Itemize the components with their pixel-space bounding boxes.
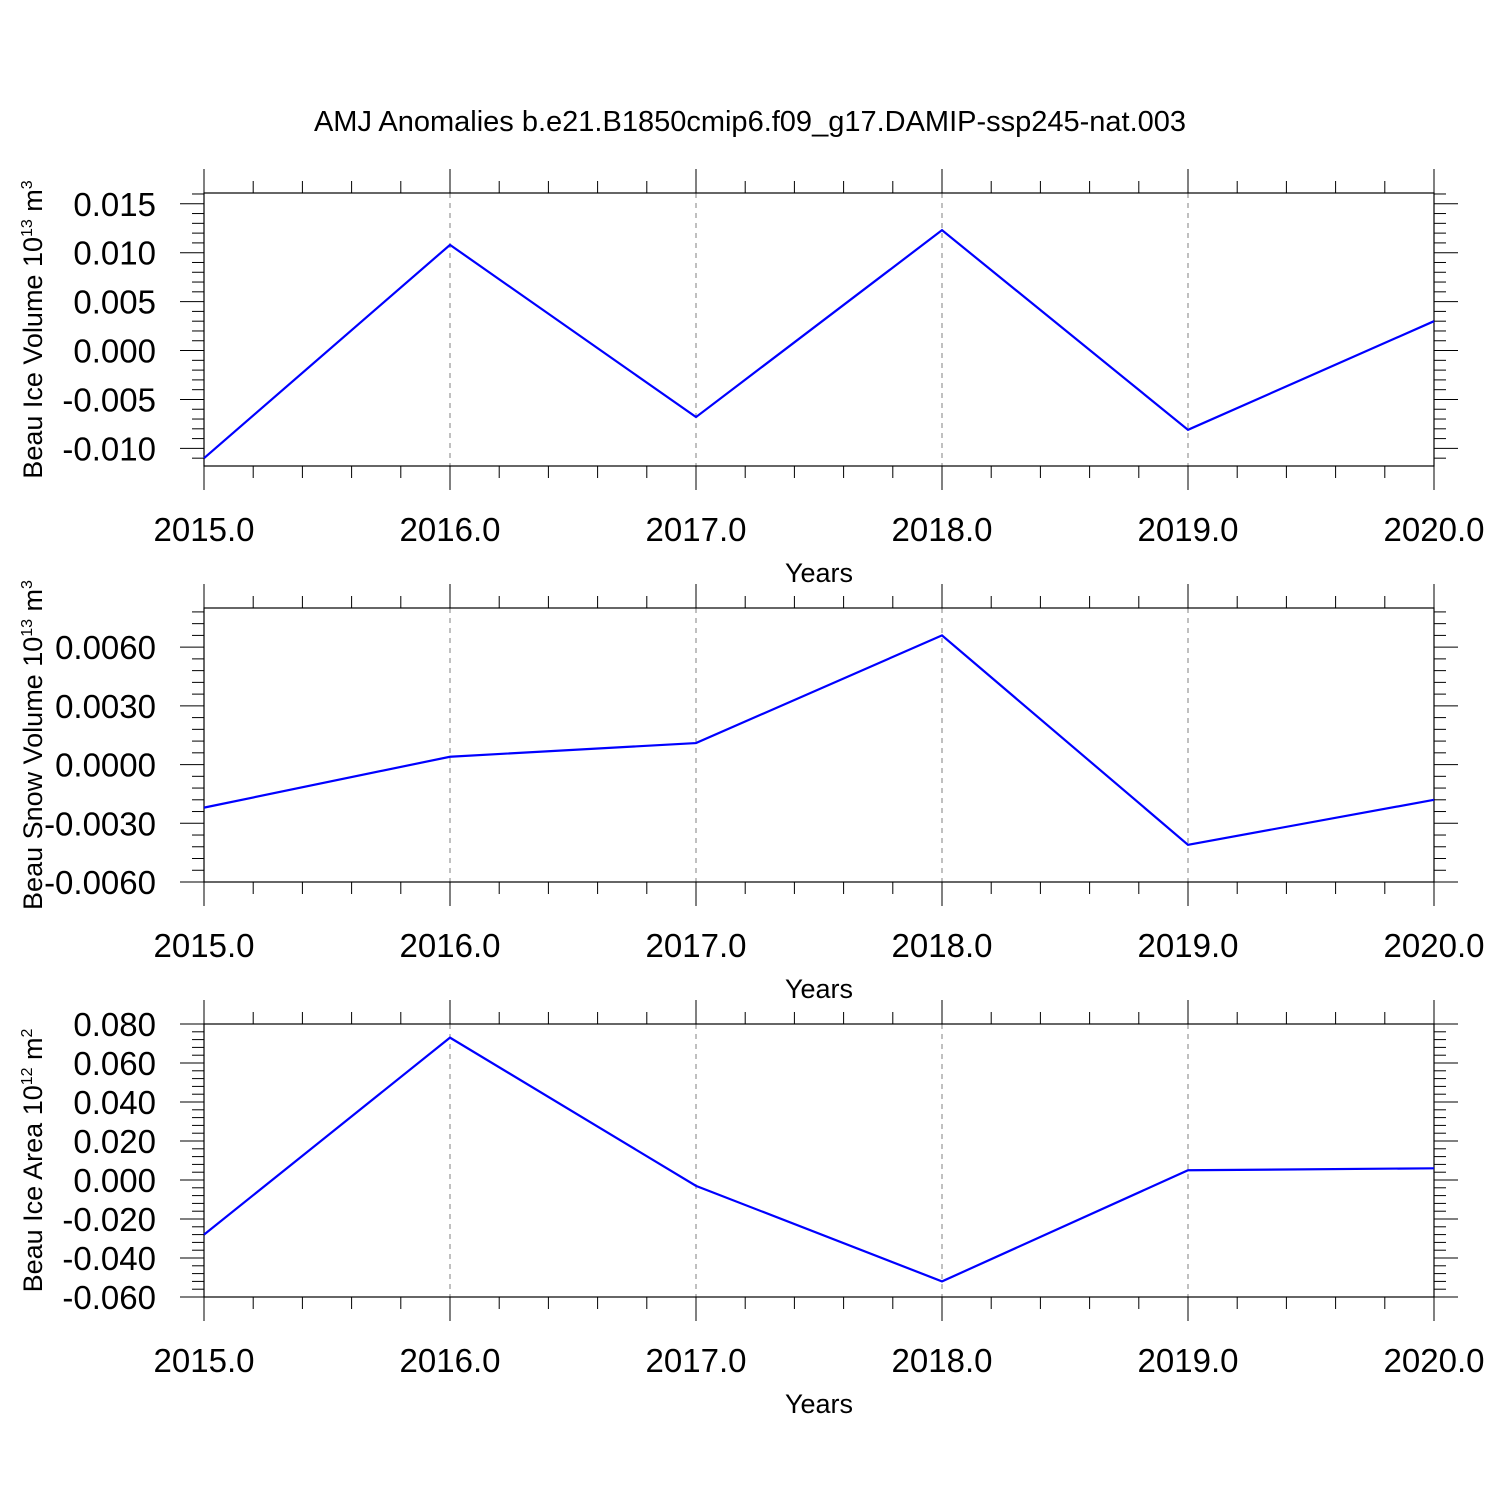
series-line: [203, 634, 1435, 846]
y-axis-label-superscript: 3: [19, 180, 36, 189]
x-tick-label: 2020.0: [1384, 1342, 1485, 1379]
series-line: [203, 228, 1435, 460]
y-tick-label: 0.010: [73, 235, 156, 272]
x-tick-label: 2018.0: [892, 1342, 993, 1379]
y-tick-label: 0.060: [73, 1045, 156, 1082]
data-point: [448, 755, 452, 759]
x-axis-label: Years: [785, 974, 853, 1004]
y-tick-label: 0.015: [73, 186, 156, 223]
y-tick-label: 0.020: [73, 1123, 156, 1160]
y-tick-label: -0.010: [62, 430, 156, 467]
y-axis-label: Beau Ice Area 1012 m2: [18, 1028, 48, 1292]
data-point: [940, 228, 944, 232]
y-tick-label: 0.000: [73, 333, 156, 370]
y-axis-label-superscript: 2: [19, 1028, 36, 1037]
data-point: [694, 415, 698, 419]
plot-frame: [203, 607, 1435, 883]
panel-1: -0.010 -0.005 0.000 0.005 0.010 0.015 2015.0 20…: [18, 169, 1484, 588]
x-axis-label: Years: [785, 558, 853, 588]
y-tick-label: -0.0030: [44, 805, 156, 842]
x-tick-label: 2019.0: [1138, 1342, 1239, 1379]
x-tick-label: 2020.0: [1384, 511, 1485, 548]
data-point: [1186, 428, 1190, 432]
x-tick-label: 2015.0: [154, 1342, 255, 1379]
y-tick-label: 0.000: [73, 1162, 156, 1199]
y-tick-label: 0.005: [73, 284, 156, 321]
y-axis-label: Beau Ice Volume 1013 m3: [18, 180, 48, 478]
y-tick-label: 0.040: [73, 1084, 156, 1121]
panel-3: -0.060-0.040-0.0200.0000.0200.0400.0600.…: [18, 1000, 1484, 1419]
x-tick-label: 2020.0: [1384, 927, 1485, 964]
y-tick-label: 0.0060: [55, 629, 156, 666]
x-tick-label: 2019.0: [1138, 511, 1239, 548]
x-tick-label: 2017.0: [646, 1342, 747, 1379]
data-point: [694, 1184, 698, 1188]
data-point: [940, 633, 944, 637]
data-point: [694, 741, 698, 745]
figure-title: AMJ Anomalies b.e21.B1850cmip6.f09_g17.D…: [314, 106, 1186, 138]
x-tick-label: 2015.0: [154, 511, 255, 548]
data-point: [1432, 319, 1436, 323]
data-point: [1186, 1168, 1190, 1172]
data-point: [448, 1036, 452, 1040]
data-point: [1432, 798, 1436, 802]
y-axis-label-part: m: [18, 189, 48, 219]
plot-frame: [203, 1023, 1435, 1298]
panel-2: -0.0060 -0.0030 0.0000 0.0030 0.0060 2015.0 20…: [18, 580, 1484, 1004]
data-point: [202, 456, 206, 460]
x-tick-label: 2017.0: [646, 511, 747, 548]
series-line: [203, 1036, 1435, 1283]
x-tick-label: 2015.0: [154, 927, 255, 964]
x-tick-label: 2018.0: [892, 927, 993, 964]
y-tick-label: -0.040: [62, 1240, 156, 1277]
y-tick-label: 0.080: [73, 1006, 156, 1043]
data-point: [1432, 1166, 1436, 1170]
y-axis-label-part: Beau Ice Volume 10: [18, 237, 48, 479]
x-tick-label: 2016.0: [400, 511, 501, 548]
x-tick-label: 2016.0: [400, 927, 501, 964]
x-tick-label: 2016.0: [400, 1342, 501, 1379]
y-axis-label-superscript: 13: [19, 619, 36, 637]
y-axis-label-part: m: [18, 589, 48, 619]
plot-frame: [203, 192, 1435, 467]
x-tick-label: 2017.0: [646, 927, 747, 964]
data-point: [448, 243, 452, 247]
data-point: [940, 1279, 944, 1283]
y-axis-label-superscript: 12: [19, 1067, 36, 1085]
y-tick-label: -0.060: [62, 1279, 156, 1316]
y-axis-label-part: m: [18, 1037, 48, 1067]
data-point: [202, 1233, 206, 1237]
y-axis-label: Beau Snow Volume 1013 m3: [18, 580, 48, 910]
y-axis-label-superscript: 13: [19, 219, 36, 237]
y-axis-label-superscript: 3: [19, 580, 36, 589]
y-tick-label: -0.0060: [44, 864, 156, 901]
y-tick-label: 0.0030: [55, 688, 156, 725]
y-tick-label: -0.020: [62, 1201, 156, 1238]
y-tick-label: -0.005: [62, 381, 156, 418]
x-tick-label: 2018.0: [892, 511, 993, 548]
x-tick-label: 2019.0: [1138, 927, 1239, 964]
data-point: [1186, 843, 1190, 847]
y-axis-label-part: Beau Snow Volume 10: [18, 637, 48, 910]
x-axis-label: Years: [785, 1389, 853, 1419]
y-axis-label-part: Beau Ice Area 10: [18, 1085, 48, 1292]
data-point: [202, 806, 206, 810]
y-tick-label: 0.0000: [55, 747, 156, 784]
